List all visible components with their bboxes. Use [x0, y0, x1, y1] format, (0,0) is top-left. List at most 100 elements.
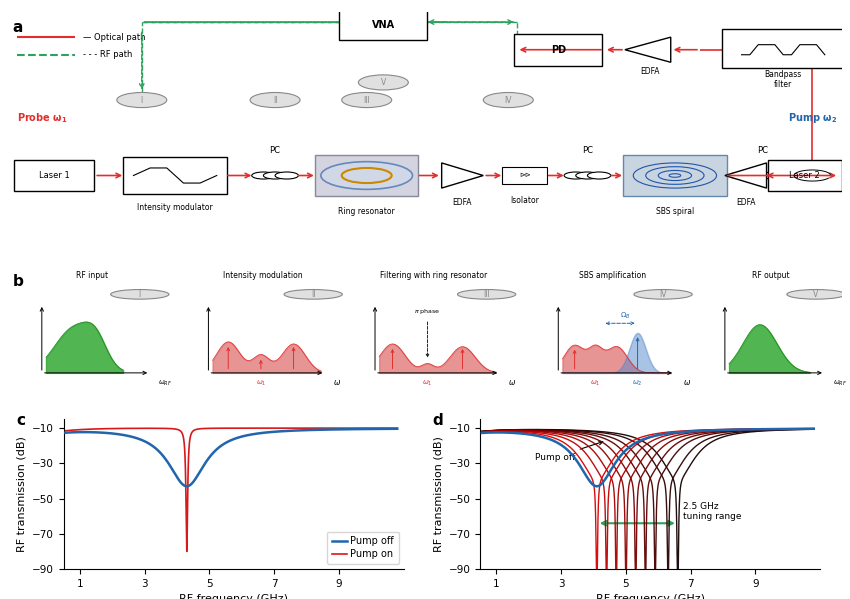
Legend: Pump off, Pump on: Pump off, Pump on — [327, 531, 399, 564]
Circle shape — [275, 172, 298, 179]
Pump off — [166, 464, 176, 471]
FancyBboxPatch shape — [623, 155, 727, 196]
Text: V: V — [381, 78, 386, 87]
Pump off — [98, 429, 108, 436]
Text: $\omega_1$: $\omega_1$ — [256, 379, 266, 388]
Text: SBS amplification: SBS amplification — [579, 271, 646, 280]
Pump off — [182, 483, 192, 490]
Line: Pump on: Pump on — [65, 428, 397, 552]
Text: Laser 2: Laser 2 — [789, 171, 819, 180]
Circle shape — [564, 172, 587, 179]
Line: Pump off: Pump off — [65, 429, 397, 486]
Pump on — [73, 426, 83, 433]
Text: b: b — [13, 274, 24, 289]
FancyBboxPatch shape — [502, 168, 547, 183]
Pump on — [149, 425, 159, 432]
Text: EDFA: EDFA — [736, 198, 756, 207]
Text: - - - RF path: - - - RF path — [83, 50, 133, 59]
Text: ⊳⊳: ⊳⊳ — [519, 173, 531, 179]
Pump on — [98, 425, 108, 432]
Text: IV: IV — [660, 290, 666, 299]
Polygon shape — [442, 163, 484, 188]
Pump off — [60, 429, 71, 436]
Circle shape — [457, 289, 516, 299]
Circle shape — [587, 172, 611, 179]
Text: PC: PC — [756, 146, 768, 155]
X-axis label: RF frequency (GHz): RF frequency (GHz) — [179, 594, 288, 599]
Text: RF output: RF output — [752, 271, 790, 280]
Y-axis label: RF transmission (dB): RF transmission (dB) — [434, 436, 443, 552]
Text: V: V — [813, 290, 819, 299]
Pump on — [60, 427, 71, 434]
Circle shape — [575, 172, 599, 179]
Text: Bandpass
filter: Bandpass filter — [764, 70, 802, 89]
Pump off — [207, 450, 217, 458]
Text: IV: IV — [505, 95, 512, 105]
Text: I: I — [140, 95, 143, 105]
Text: III: III — [484, 290, 490, 299]
Circle shape — [634, 289, 692, 299]
Pump on — [182, 548, 192, 555]
FancyBboxPatch shape — [14, 160, 94, 191]
FancyBboxPatch shape — [768, 160, 842, 191]
Text: PD: PD — [551, 45, 566, 55]
Circle shape — [787, 289, 845, 299]
FancyBboxPatch shape — [722, 29, 844, 68]
Circle shape — [264, 172, 286, 179]
X-axis label: RF frequency (GHz): RF frequency (GHz) — [596, 594, 705, 599]
Text: Probe $\mathbf{\omega_1}$: Probe $\mathbf{\omega_1}$ — [17, 111, 67, 125]
Text: Laser 1: Laser 1 — [39, 171, 70, 180]
Text: $\omega_2$: $\omega_2$ — [632, 379, 643, 388]
Text: Filtering with ring resonator: Filtering with ring resonator — [380, 271, 487, 280]
Text: EDFA: EDFA — [453, 198, 473, 207]
Text: $\omega_{RF}$: $\omega_{RF}$ — [833, 379, 847, 388]
Pump on — [207, 425, 217, 432]
Text: c: c — [16, 413, 26, 428]
Text: PC: PC — [269, 146, 280, 155]
Circle shape — [250, 92, 300, 108]
Pump off — [248, 431, 258, 438]
Text: $\omega$: $\omega$ — [508, 379, 516, 388]
Text: $\omega_1$: $\omega_1$ — [591, 379, 601, 388]
Text: III: III — [363, 95, 370, 105]
Text: Isolator: Isolator — [511, 196, 540, 205]
Text: PC: PC — [582, 146, 593, 155]
Text: 2.5 GHz
tuning range: 2.5 GHz tuning range — [683, 502, 741, 522]
Polygon shape — [625, 37, 671, 62]
Pump off — [73, 428, 83, 435]
Text: I: I — [139, 290, 141, 299]
Text: EDFA: EDFA — [640, 67, 660, 76]
Text: $\omega$: $\omega$ — [333, 379, 342, 388]
Circle shape — [252, 172, 275, 179]
Pump on — [248, 425, 258, 432]
Text: d: d — [433, 413, 444, 428]
Text: $\pi$ phase: $\pi$ phase — [414, 307, 440, 316]
Text: RF input: RF input — [76, 271, 108, 280]
Text: Intensity modulation: Intensity modulation — [223, 271, 303, 280]
Text: $\omega_{RF}$: $\omega_{RF}$ — [158, 379, 173, 388]
Polygon shape — [725, 163, 767, 188]
Text: Pump $\mathbf{\omega_2}$: Pump $\mathbf{\omega_2}$ — [788, 111, 837, 125]
Circle shape — [359, 75, 408, 90]
Text: $\omega$: $\omega$ — [683, 379, 691, 388]
Circle shape — [284, 289, 343, 299]
Circle shape — [484, 92, 533, 108]
FancyBboxPatch shape — [123, 158, 227, 193]
Circle shape — [751, 172, 774, 179]
Circle shape — [110, 289, 169, 299]
Pump off — [149, 443, 159, 450]
Circle shape — [785, 168, 839, 183]
Circle shape — [342, 92, 392, 108]
Text: — Optical path: — Optical path — [83, 32, 146, 42]
FancyBboxPatch shape — [514, 34, 603, 65]
Text: $\omega_1$: $\omega_1$ — [422, 379, 433, 388]
Text: VNA: VNA — [371, 20, 395, 29]
FancyBboxPatch shape — [315, 155, 418, 196]
Circle shape — [739, 172, 762, 179]
Text: Ring resonator: Ring resonator — [338, 207, 395, 216]
Text: a: a — [13, 20, 23, 35]
Text: Intensity modulator: Intensity modulator — [137, 203, 213, 212]
Circle shape — [320, 162, 412, 189]
FancyBboxPatch shape — [339, 9, 428, 40]
Pump on — [166, 425, 176, 432]
